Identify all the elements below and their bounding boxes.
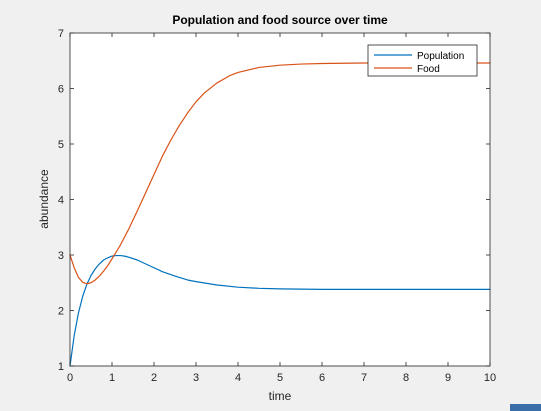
x-axis-label: time (269, 389, 292, 403)
series-line-food (69, 62, 491, 285)
x-tick-label: 9 (445, 372, 451, 384)
legend: Population Food (367, 44, 478, 77)
x-tick-label: 3 (193, 372, 199, 384)
x-tick-label: 4 (235, 372, 241, 384)
series-lines (69, 62, 491, 367)
y-tick-label: 1 (58, 361, 64, 373)
window-edge-strip (510, 404, 541, 411)
x-tick-label: 0 (67, 372, 73, 384)
y-tick-label: 3 (58, 250, 64, 262)
y-tick-label: 6 (58, 84, 64, 96)
legend-label-food: Food (417, 64, 440, 75)
legend-label-population: Population (417, 51, 464, 62)
x-tick-label: 5 (277, 372, 283, 384)
plot-area (70, 33, 490, 366)
x-tick-label: 6 (319, 372, 325, 384)
legend-box (367, 44, 478, 77)
y-tick-label: 2 (58, 306, 64, 318)
y-axis-label: abundance (37, 169, 51, 229)
plot-frame (69, 32, 491, 367)
x-tick-label: 1 (109, 372, 115, 384)
y-tick-label: 4 (58, 195, 64, 207)
x-tick-label: 8 (403, 372, 409, 384)
series-line-population (69, 254, 491, 367)
x-tick-label: 2 (151, 372, 157, 384)
y-tick-label: 7 (58, 28, 64, 40)
x-tick-label: 10 (484, 372, 496, 384)
x-tick-label: 7 (361, 372, 367, 384)
y-tick-label: 5 (58, 139, 64, 151)
chart-title: Population and food source over time (172, 13, 388, 27)
